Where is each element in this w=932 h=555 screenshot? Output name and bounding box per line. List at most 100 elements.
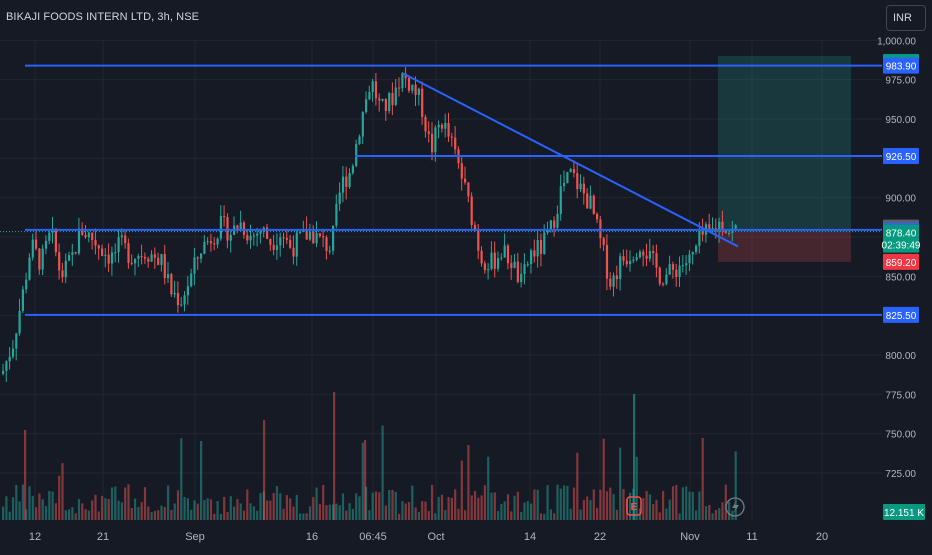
candle[interactable] [394,87,397,105]
candle[interactable] [523,264,526,274]
candle[interactable] [698,230,701,246]
candle[interactable] [506,245,510,264]
candle[interactable] [157,257,160,265]
candle[interactable] [124,235,127,244]
candle[interactable] [71,252,74,256]
candle[interactable] [332,225,335,251]
candle[interactable] [203,241,206,254]
candle[interactable] [305,229,308,240]
candle[interactable] [685,263,688,266]
candle[interactable] [219,216,222,239]
candle[interactable] [539,240,543,254]
candle[interactable] [153,254,156,258]
candle[interactable] [675,269,678,277]
candle[interactable] [609,278,612,287]
candle[interactable] [322,236,325,238]
candle[interactable] [665,274,668,284]
candle[interactable] [708,224,711,229]
candle[interactable] [374,81,378,99]
candle[interactable] [365,99,368,113]
candle[interactable] [668,264,671,275]
candle[interactable] [8,356,11,362]
candle[interactable] [256,233,259,236]
candle[interactable] [490,252,493,270]
candle[interactable] [569,169,572,173]
candle[interactable] [464,178,467,183]
candle[interactable] [213,243,216,245]
candle[interactable] [688,254,691,264]
candle[interactable] [619,256,622,280]
candle[interactable] [87,232,90,238]
price-axis[interactable] [882,0,932,550]
candle[interactable] [275,245,279,250]
candle[interactable] [84,234,87,238]
candle[interactable] [31,239,34,258]
candle[interactable] [183,295,186,305]
candle[interactable] [239,222,242,231]
candle[interactable] [450,136,453,138]
candle[interactable] [520,273,523,282]
candle[interactable] [467,182,470,197]
candle[interactable] [48,232,51,241]
candle[interactable] [368,91,371,100]
candle[interactable] [493,252,496,269]
candle[interactable] [120,235,123,238]
candle[interactable] [572,169,576,174]
candle[interactable] [728,233,731,235]
candle[interactable] [533,250,536,257]
candle[interactable] [246,234,249,241]
candle[interactable] [110,252,114,264]
candle[interactable] [21,289,24,311]
candle[interactable] [582,183,585,194]
candle[interactable] [566,172,569,184]
candle[interactable] [424,116,427,132]
candle[interactable] [589,195,592,209]
candle[interactable] [81,228,84,235]
candle[interactable] [556,213,559,228]
candle[interactable] [328,250,331,252]
candle[interactable] [117,237,120,253]
candle[interactable] [612,275,615,287]
candle[interactable] [285,238,288,240]
candle[interactable] [629,260,632,265]
candle[interactable] [35,239,38,249]
candle[interactable] [200,253,203,259]
candle[interactable] [150,254,153,262]
candle[interactable] [477,230,480,251]
candle[interactable] [638,251,642,258]
candle[interactable] [632,259,635,261]
candle[interactable] [622,256,625,261]
trendline[interactable] [402,72,739,248]
candle[interactable] [695,245,698,252]
candle[interactable] [596,213,599,220]
candle[interactable] [308,231,312,240]
candle[interactable] [434,127,437,153]
candle[interactable] [513,261,516,268]
candle[interactable] [74,252,77,254]
candle[interactable] [147,258,150,262]
candle[interactable] [114,252,117,254]
candle[interactable] [25,279,28,290]
candle[interactable] [41,248,44,270]
candle[interactable] [5,361,8,371]
candle[interactable] [655,253,658,268]
candle[interactable] [229,234,232,241]
candle[interactable] [91,232,94,241]
candle[interactable] [186,286,189,296]
candle[interactable] [718,221,721,232]
candle[interactable] [642,251,645,256]
candle[interactable] [563,183,566,187]
candle[interactable] [711,228,714,230]
candle[interactable] [143,256,147,259]
candle[interactable] [447,122,450,137]
candle[interactable] [196,257,199,259]
candle[interactable] [312,231,315,244]
candle[interactable] [236,225,239,231]
earnings-marker[interactable] [626,496,642,516]
candle[interactable] [167,274,170,279]
candle[interactable] [384,98,387,112]
candle[interactable] [137,256,140,259]
candle[interactable] [163,254,166,279]
candle[interactable] [242,222,246,235]
